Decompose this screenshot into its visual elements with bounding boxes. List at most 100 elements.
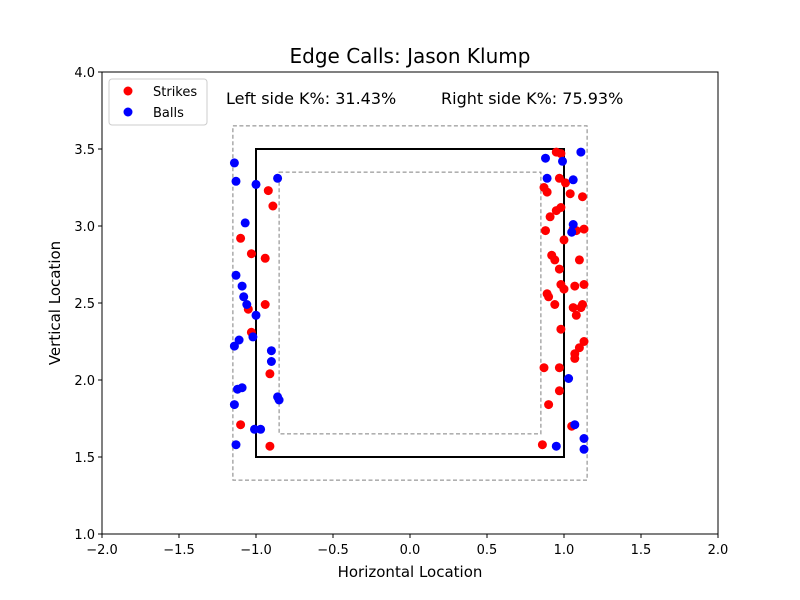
strike-point: [265, 441, 275, 451]
ball-point: [248, 332, 258, 342]
strike-point: [550, 300, 560, 309]
strike-point: [579, 337, 589, 346]
strike-point: [236, 233, 246, 243]
x-tick-label: −2.0: [86, 543, 118, 558]
ball-point: [551, 441, 561, 451]
strike-point: [574, 343, 584, 353]
ball-point: [229, 341, 239, 351]
zone-layer: [232, 125, 588, 481]
x-tick-label: 2.0: [708, 543, 729, 558]
x-tick-label: −1.0: [240, 543, 272, 558]
legend-label-balls: Balls: [153, 106, 184, 121]
ball-point: [568, 220, 578, 229]
strike-point: [571, 310, 581, 320]
strike-point: [570, 353, 580, 363]
y-axis-label: Vertical Location: [46, 241, 64, 365]
strike-point: [550, 255, 560, 265]
strike-point: [556, 324, 566, 334]
points-layer: [229, 147, 589, 454]
ball-point: [234, 335, 244, 345]
ball-point: [576, 147, 586, 157]
ball-point: [266, 357, 276, 366]
x-tick-label: −1.5: [163, 543, 195, 558]
strike-point: [568, 303, 578, 313]
y-tick-label: 2.0: [74, 374, 95, 389]
legend-label-strikes: Strikes: [153, 85, 197, 100]
y-tick-label: 1.0: [74, 528, 95, 543]
chart-title: Edge Calls: Jason Klump: [290, 44, 531, 68]
annotation-left-k-percent: Left side K%: 31.43%: [226, 89, 396, 108]
strike-point: [574, 255, 584, 265]
x-axis-label: Horizontal Location: [338, 563, 483, 581]
strike-point: [537, 440, 547, 450]
ball-point: [570, 420, 580, 430]
strike-point: [544, 292, 554, 302]
strike-point: [260, 253, 270, 263]
strike-point: [554, 363, 564, 373]
ball-point: [229, 400, 239, 410]
legend-box: [108, 78, 208, 126]
strike-point: [539, 183, 549, 192]
ball-point: [251, 310, 261, 320]
y-axis: 1.0 1.5 2.0 2.5 3.0 3.5 4.0: [74, 66, 102, 543]
annotation-right-k-percent: Right side K%: 75.93%: [441, 89, 623, 108]
strike-point: [236, 420, 246, 430]
strike-point: [554, 173, 564, 183]
strike-point: [246, 249, 256, 259]
strike-point: [554, 386, 564, 396]
strike-point: [579, 224, 589, 234]
y-tick-label: 4.0: [74, 66, 95, 81]
strike-point: [556, 203, 566, 212]
strike-point: [579, 280, 589, 289]
y-tick-label: 3.5: [74, 143, 95, 158]
ball-point: [239, 292, 249, 302]
strike-point: [265, 369, 275, 379]
x-tick-label: 1.0: [554, 543, 575, 558]
ball-point: [579, 434, 589, 443]
strike-point: [578, 192, 587, 202]
legend: Strikes Balls: [108, 78, 208, 126]
ball-point: [541, 153, 550, 163]
y-tick-label: 1.5: [74, 451, 95, 466]
ball-point: [242, 300, 252, 309]
strike-point: [263, 186, 273, 196]
strike-point: [561, 178, 570, 188]
outer-edge-zone: [232, 125, 588, 481]
strike-point: [554, 264, 564, 274]
ball-point: [568, 175, 578, 185]
strike-point: [541, 226, 550, 236]
x-tick-label: 0.5: [477, 543, 498, 558]
ball-point: [231, 440, 241, 450]
legend-marker-strikes: [123, 86, 133, 96]
strike-point: [565, 189, 575, 199]
ball-point: [231, 176, 241, 186]
strike-point: [578, 300, 587, 309]
ball-point: [274, 395, 284, 405]
strike-point: [539, 363, 549, 373]
strike-point: [268, 201, 278, 211]
strike-point: [260, 300, 270, 309]
strike-point: [559, 235, 569, 245]
ball-point: [567, 227, 577, 237]
ball-point: [564, 374, 574, 383]
x-tick-label: 0.0: [400, 543, 421, 558]
strike-point: [559, 284, 569, 294]
ball-point: [558, 156, 567, 166]
ball-point: [240, 218, 250, 228]
x-tick-label: −0.5: [317, 543, 349, 558]
y-tick-label: 3.0: [74, 220, 95, 235]
ball-point: [256, 424, 266, 434]
legend-marker-balls: [123, 107, 133, 117]
strike-zone: [255, 148, 565, 458]
ball-point: [251, 179, 261, 189]
strike-point: [556, 149, 566, 159]
ball-point: [273, 173, 283, 183]
ball-point: [237, 281, 247, 291]
ball-point: [229, 158, 239, 168]
x-tick-label: 1.5: [631, 543, 652, 558]
ball-point: [231, 270, 241, 280]
ball-point: [266, 346, 276, 356]
x-axis: −2.0 −1.5 −1.0 −0.5 0.0 0.5 1.0 1.5 2.0: [86, 534, 728, 558]
ball-point: [233, 384, 242, 394]
